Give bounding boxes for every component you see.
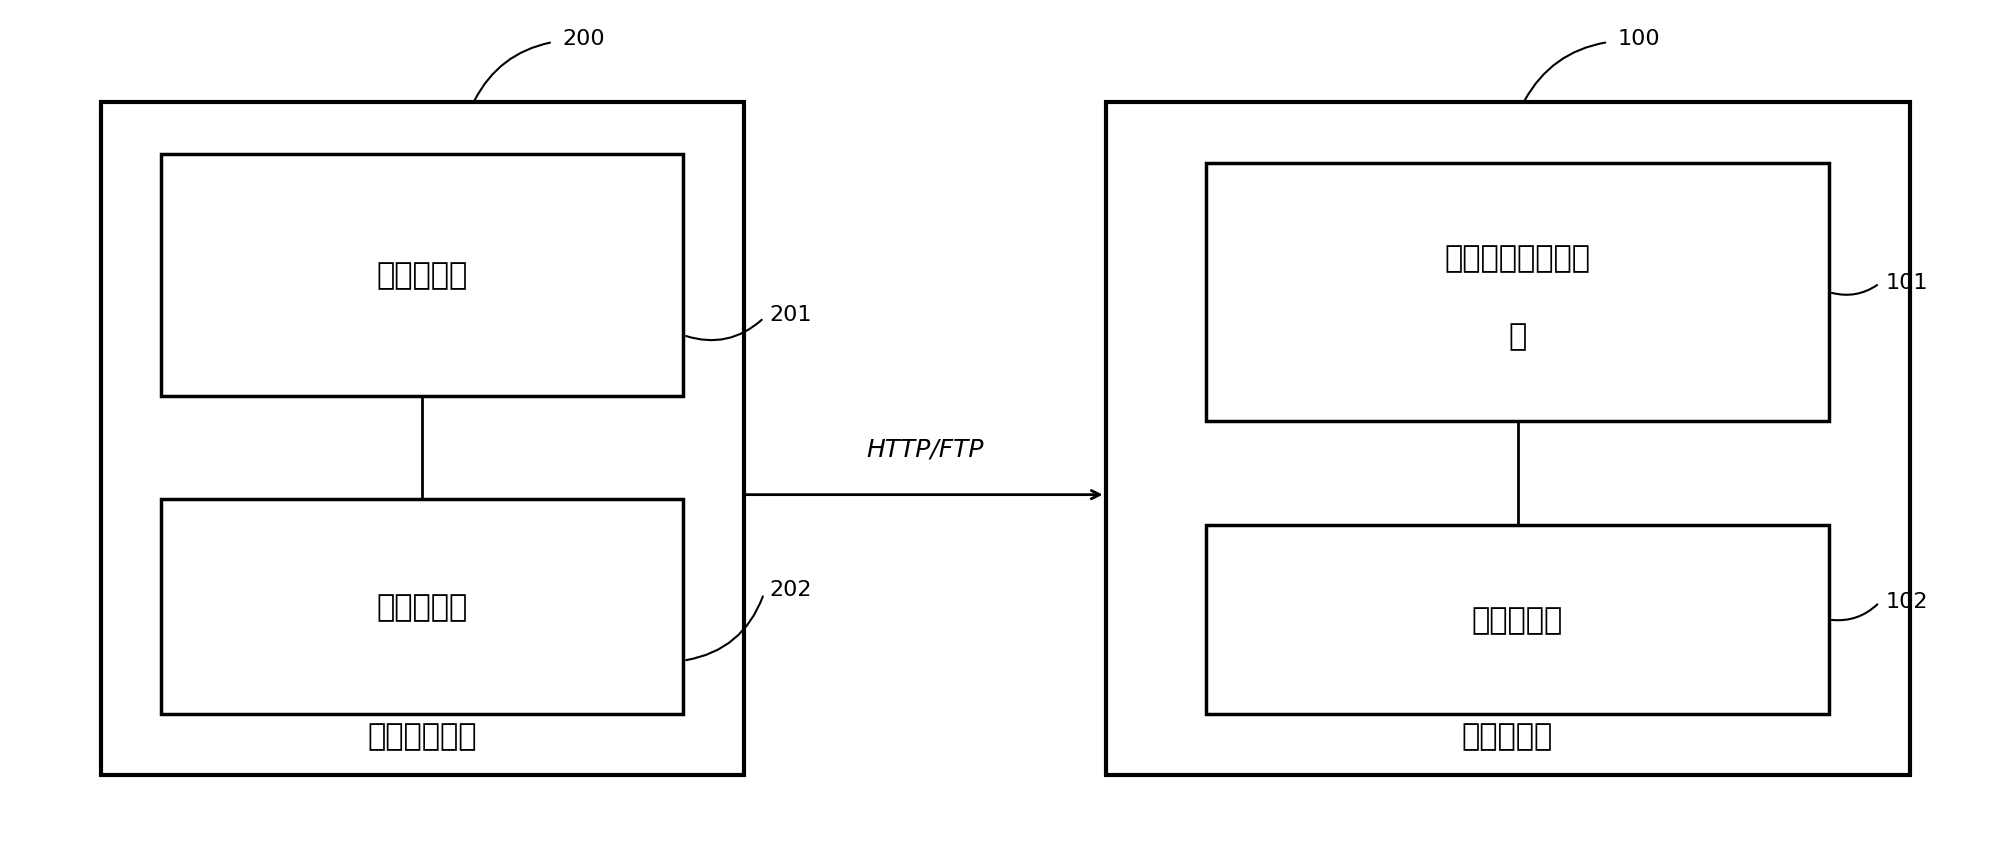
Text: 脚本解释器: 脚本解释器	[376, 261, 468, 290]
Text: 器: 器	[1508, 321, 1528, 350]
Bar	[100, 103, 744, 775]
Text: 网络终端设备: 网络终端设备	[368, 722, 476, 751]
Text: 101: 101	[1885, 272, 1928, 293]
Text: 升级策略脚本生成: 升级策略脚本生成	[1445, 244, 1590, 273]
Bar	[161, 499, 683, 715]
Text: 目标程序库: 目标程序库	[1471, 605, 1564, 635]
Text: HTTP/FTP: HTTP/FTP	[866, 437, 983, 461]
Bar	[1206, 164, 1829, 422]
Text: 201: 201	[770, 304, 812, 325]
Bar	[1106, 103, 1909, 775]
Bar	[161, 155, 683, 396]
Text: 102: 102	[1885, 591, 1928, 611]
Text: 200: 200	[563, 28, 605, 49]
Bar	[1206, 525, 1829, 715]
Text: 待升级程序: 待升级程序	[376, 592, 468, 622]
Text: 202: 202	[770, 579, 812, 600]
Text: 100: 100	[1618, 28, 1660, 49]
Text: 升级服务器: 升级服务器	[1461, 722, 1554, 751]
